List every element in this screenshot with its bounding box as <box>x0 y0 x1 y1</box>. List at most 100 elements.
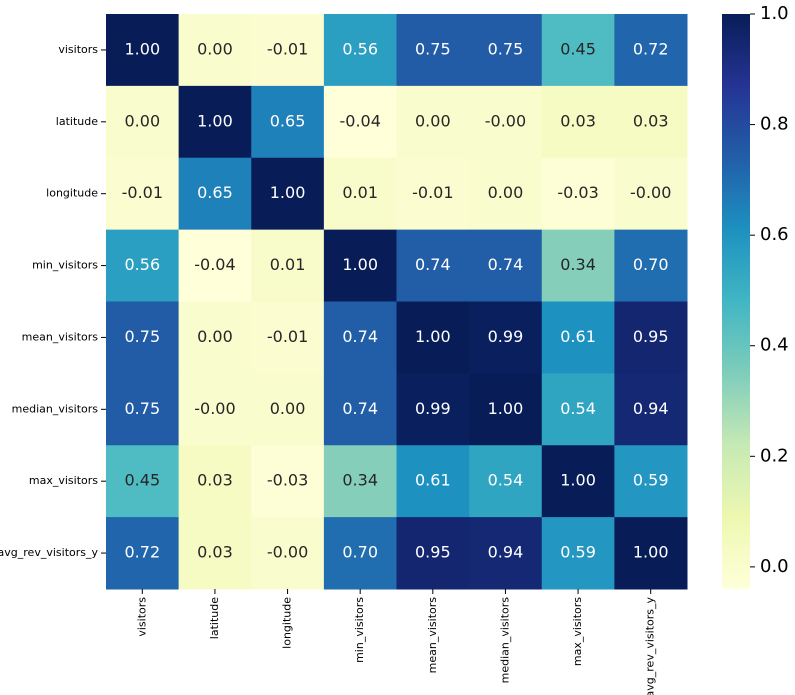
cell-label: 0.70 <box>342 543 378 562</box>
cell-label: 0.54 <box>560 399 596 418</box>
heatmap-cell <box>251 157 325 231</box>
cell-label: 0.03 <box>197 543 233 562</box>
cell-label: 0.65 <box>197 183 233 202</box>
cell-label: 0.45 <box>560 39 596 58</box>
cell-label: 0.72 <box>125 543 161 562</box>
cell-label: 0.01 <box>342 183 378 202</box>
heatmap-cell <box>106 517 180 590</box>
x-tick-label: latitude <box>208 597 221 639</box>
heatmap-cell <box>178 14 252 87</box>
x-tick-label: max_visitors <box>571 597 584 666</box>
cell-label: 0.99 <box>415 399 451 418</box>
heatmap-cell <box>614 517 688 590</box>
cell-label: 0.94 <box>633 399 669 418</box>
heatmap-cell <box>396 445 470 518</box>
colorbar-tick-label: 0.0 <box>760 556 789 577</box>
heatmap-cell <box>541 445 615 518</box>
y-tick-label: median_visitors <box>12 402 99 415</box>
x-tick-label: longitude <box>281 597 294 649</box>
heatmap-cell <box>396 229 470 302</box>
cell-label: 0.74 <box>342 399 378 418</box>
cell-label: 0.75 <box>125 327 161 346</box>
y-tick-label: mean_visitors <box>22 330 99 343</box>
heatmap-cell <box>469 157 543 231</box>
heatmap-cell <box>469 229 543 302</box>
heatmap-cell <box>541 14 615 87</box>
heatmap-cell <box>396 373 470 446</box>
heatmap-cell <box>106 85 180 159</box>
heatmap-cell <box>614 301 688 374</box>
colorbar <box>722 14 750 589</box>
cell-label: 0.59 <box>633 471 669 490</box>
heatmap-cell <box>323 445 397 518</box>
cell-label: -0.00 <box>267 543 308 562</box>
heatmap-cell <box>178 373 252 446</box>
colorbar-tick-label: 0.4 <box>760 335 789 356</box>
cell-label: -0.03 <box>267 471 308 490</box>
cell-label: 0.74 <box>415 255 451 274</box>
y-tick-label: avg_rev_visitors_y <box>0 546 98 559</box>
heatmap-cell <box>178 85 252 159</box>
cell-label: -0.04 <box>194 255 235 274</box>
cell-label: 1.00 <box>488 399 524 418</box>
cell-label: 0.34 <box>560 255 596 274</box>
heatmap-cell <box>251 517 325 590</box>
heatmap-cell <box>323 373 397 446</box>
heatmap-cell <box>614 445 688 518</box>
heatmap-cell <box>323 229 397 302</box>
cell-label: 1.00 <box>415 327 451 346</box>
heatmap-cell <box>469 517 543 590</box>
cell-label: 1.00 <box>342 255 378 274</box>
heatmap-cell <box>323 85 397 159</box>
colorbar-tick-label: 1.0 <box>760 3 789 24</box>
cell-label: 0.74 <box>488 255 524 274</box>
cell-label: 0.00 <box>197 327 233 346</box>
cell-label: 0.03 <box>197 471 233 490</box>
heatmap-cell <box>251 85 325 159</box>
heatmap-cell <box>251 301 325 374</box>
cell-label: 0.74 <box>342 327 378 346</box>
heatmap-cell <box>106 301 180 374</box>
cell-label: 0.59 <box>560 543 596 562</box>
heatmap-cell <box>541 85 615 159</box>
cell-label: -0.01 <box>412 183 453 202</box>
heatmap-cell <box>614 157 688 231</box>
cell-label: 0.94 <box>488 543 524 562</box>
heatmap-cell <box>178 445 252 518</box>
heatmap-cell <box>323 157 397 231</box>
cell-label: 0.61 <box>415 471 451 490</box>
cell-label: 1.00 <box>560 471 596 490</box>
cell-label: 1.00 <box>633 543 669 562</box>
cell-label: 0.00 <box>197 39 233 58</box>
heatmap-cell <box>323 301 397 374</box>
cell-label: 0.03 <box>560 111 596 130</box>
heatmap-cell <box>251 14 325 87</box>
heatmap-cell <box>541 373 615 446</box>
heatmap-cell <box>251 373 325 446</box>
heatmap-cell <box>396 157 470 231</box>
cell-label: -0.01 <box>267 39 308 58</box>
heatmap-cell <box>178 229 252 302</box>
heatmap-cell <box>614 14 688 87</box>
cell-label: 0.00 <box>125 111 161 130</box>
heatmap-cell <box>396 85 470 159</box>
heatmap-cell <box>106 229 180 302</box>
heatmap-cell <box>614 373 688 446</box>
cell-label: 0.00 <box>488 183 524 202</box>
cell-label: -0.00 <box>194 399 235 418</box>
x-tick-label: mean_visitors <box>426 597 439 674</box>
y-tick-label: max_visitors <box>29 474 98 487</box>
cell-label: 0.03 <box>633 111 669 130</box>
cell-label: 0.56 <box>125 255 161 274</box>
cell-label: 0.95 <box>415 543 451 562</box>
colorbar-tick-label: 0.2 <box>760 445 789 466</box>
cell-label: -0.01 <box>267 327 308 346</box>
heatmap-cell <box>541 229 615 302</box>
heatmap-cell <box>106 14 180 87</box>
heatmap-cell <box>614 229 688 302</box>
cell-label: 0.01 <box>270 255 306 274</box>
cell-label: -0.03 <box>557 183 598 202</box>
x-tick-label: avg_rev_visitors_y <box>644 597 657 695</box>
heatmap-cell <box>541 517 615 590</box>
